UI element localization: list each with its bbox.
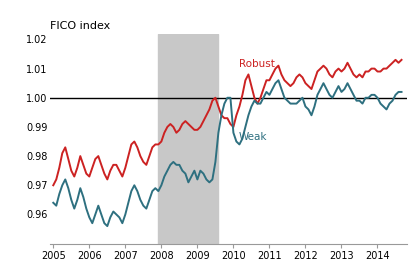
Text: FICO index: FICO index bbox=[50, 22, 110, 31]
Text: Robust: Robust bbox=[239, 59, 275, 69]
Text: Weak: Weak bbox=[239, 132, 267, 142]
Bar bbox=[158, 34, 218, 244]
